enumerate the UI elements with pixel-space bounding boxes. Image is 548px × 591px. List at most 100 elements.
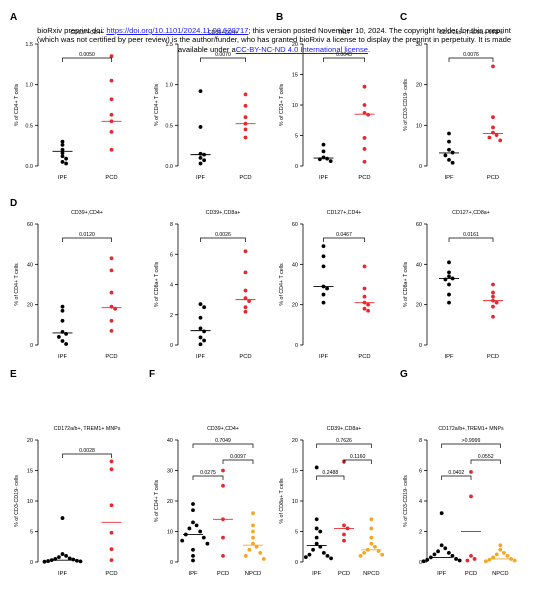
data-point bbox=[202, 329, 207, 334]
data-point bbox=[494, 552, 499, 557]
data-point bbox=[258, 550, 263, 555]
data-point bbox=[321, 142, 326, 147]
x-tick-label: IPF bbox=[196, 354, 205, 360]
data-point bbox=[247, 547, 252, 552]
data-point bbox=[109, 530, 114, 535]
data-point bbox=[60, 160, 65, 164]
data-point bbox=[362, 103, 367, 107]
data-point bbox=[498, 138, 503, 143]
data-point bbox=[469, 494, 473, 499]
significance-bracket bbox=[200, 237, 246, 242]
y-tick-label: 30 bbox=[167, 469, 173, 475]
y-tick-label: 15 bbox=[27, 469, 33, 475]
data-point bbox=[221, 483, 225, 488]
data-point bbox=[314, 541, 319, 546]
y-tick-label: 15 bbox=[292, 469, 298, 475]
significance-bracket bbox=[441, 443, 501, 448]
data-point bbox=[325, 554, 330, 558]
x-tick-label: PCD bbox=[105, 571, 117, 577]
data-point bbox=[202, 305, 207, 310]
y-axis-label: % of CD3-CD19- cells bbox=[403, 475, 409, 527]
data-point bbox=[191, 508, 195, 513]
chart-2: CD56+CD4+ 0.0 0.5 1.0 1.5 % of CD4+ T cells IP… bbox=[154, 30, 256, 181]
data-point bbox=[60, 339, 65, 343]
data-point bbox=[60, 151, 65, 155]
data-point bbox=[109, 328, 114, 333]
x-tick-label: PCD bbox=[338, 571, 350, 577]
data-point bbox=[67, 556, 72, 561]
license-link[interactable]: CC-BY-NC-ND 4.0 International license bbox=[235, 44, 368, 54]
significance-bracket bbox=[316, 475, 345, 480]
chart-5: CD39+,CD4+ 0 20 40 60 % of CD4+ T cells IPF PCD… bbox=[14, 210, 122, 360]
y-tick-label: 20 bbox=[292, 303, 298, 309]
significance-bracket bbox=[192, 475, 224, 480]
data-point bbox=[314, 517, 319, 522]
y-tick-label: 6 bbox=[170, 252, 173, 258]
y-tick-label: 2 bbox=[170, 313, 173, 319]
data-point bbox=[321, 155, 326, 160]
p-value-label: 0.0076 bbox=[463, 52, 479, 58]
x-tick-label: IPF bbox=[58, 175, 67, 181]
data-point bbox=[198, 302, 203, 307]
data-point bbox=[439, 511, 444, 516]
data-point bbox=[491, 115, 495, 120]
data-point bbox=[60, 154, 65, 159]
data-point bbox=[261, 557, 266, 561]
data-point bbox=[362, 84, 367, 89]
data-point bbox=[465, 558, 470, 563]
p-value-label: 0.7626 bbox=[336, 438, 352, 444]
chart-title: CD172a/b+, TREM1+ MNPs bbox=[54, 426, 121, 432]
data-point bbox=[191, 502, 195, 506]
data-point bbox=[447, 270, 451, 275]
data-point bbox=[64, 342, 68, 346]
data-point bbox=[366, 308, 370, 313]
y-tick-label: 0.5 bbox=[165, 123, 173, 129]
data-point bbox=[494, 300, 499, 305]
y-tick-label: 60 bbox=[292, 222, 298, 228]
y-tick-label: 40 bbox=[167, 438, 173, 444]
p-value-label: 0.0028 bbox=[79, 448, 95, 454]
data-point bbox=[447, 158, 451, 162]
data-point bbox=[243, 296, 248, 301]
y-tick-label: 60 bbox=[416, 222, 422, 228]
p-value-label: 0.0050 bbox=[79, 52, 95, 58]
data-point bbox=[60, 139, 65, 144]
y-tick-label: 40 bbox=[416, 262, 422, 268]
data-point bbox=[421, 559, 426, 564]
data-point bbox=[447, 147, 451, 152]
data-point bbox=[362, 264, 367, 269]
y-tick-label: 10 bbox=[416, 123, 422, 129]
data-point bbox=[443, 153, 448, 158]
y-tick-label: 20 bbox=[416, 83, 422, 89]
data-point bbox=[369, 526, 374, 531]
p-value-label: 0.0552 bbox=[478, 454, 494, 460]
data-point bbox=[202, 158, 207, 163]
data-point bbox=[109, 256, 114, 261]
data-point bbox=[109, 129, 114, 134]
data-point bbox=[198, 89, 203, 94]
chart-12: CD172a/b+,TREM1+ MNPs 0 2 4 6 8 % of CD3-CD19-… bbox=[403, 426, 517, 577]
doi-link[interactable]: https://doi.org/10.1101/2024.11.08.62071… bbox=[106, 26, 249, 35]
chart-title: CD172a/b+,TREM1+ MNPs bbox=[438, 426, 504, 432]
data-point bbox=[362, 306, 367, 311]
y-tick-label: 1.0 bbox=[165, 83, 173, 89]
y-tick-label: 10 bbox=[27, 499, 33, 505]
x-tick-label: IPF bbox=[196, 175, 205, 181]
y-tick-label: 6 bbox=[419, 469, 422, 475]
data-point bbox=[491, 282, 495, 287]
data-point bbox=[342, 523, 346, 528]
y-tick-label: 4 bbox=[419, 499, 422, 505]
data-point bbox=[187, 526, 192, 531]
data-point bbox=[198, 529, 203, 534]
x-tick-label: IPF bbox=[58, 571, 67, 577]
chart-title: CD39+,CD8a+ bbox=[327, 426, 362, 432]
data-point bbox=[498, 543, 503, 548]
y-tick-label: 10 bbox=[292, 103, 298, 109]
data-point bbox=[64, 156, 68, 161]
chart-title: CD127+,CD8a+ bbox=[452, 210, 490, 216]
chart-7: CD127+,CD4+ 0 20 40 60 % of CD4+ T cells IPF PC… bbox=[279, 210, 375, 360]
x-tick-label: IPF bbox=[437, 571, 446, 577]
data-point bbox=[205, 541, 210, 546]
data-point bbox=[321, 264, 326, 269]
data-point bbox=[42, 559, 47, 564]
